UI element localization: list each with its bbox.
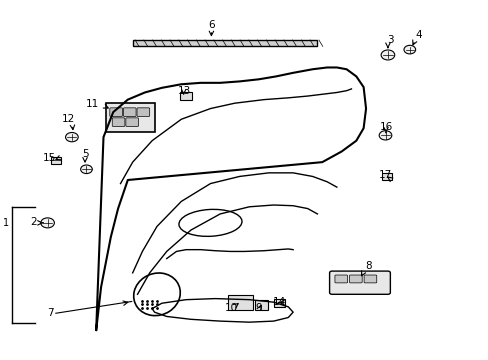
Text: 15: 15 xyxy=(43,153,56,163)
Circle shape xyxy=(41,218,54,228)
FancyBboxPatch shape xyxy=(274,299,285,307)
Text: 11: 11 xyxy=(85,99,99,109)
Text: 6: 6 xyxy=(208,20,214,30)
FancyBboxPatch shape xyxy=(349,275,362,283)
Text: 8: 8 xyxy=(365,261,371,271)
Circle shape xyxy=(378,131,391,140)
FancyBboxPatch shape xyxy=(106,103,154,132)
Circle shape xyxy=(81,165,92,174)
FancyBboxPatch shape xyxy=(381,173,391,180)
Text: 10: 10 xyxy=(224,303,237,313)
Circle shape xyxy=(65,132,78,142)
FancyBboxPatch shape xyxy=(227,296,253,310)
Circle shape xyxy=(403,45,415,54)
Circle shape xyxy=(380,50,394,60)
FancyBboxPatch shape xyxy=(329,271,389,294)
FancyBboxPatch shape xyxy=(180,92,192,100)
Text: 13: 13 xyxy=(178,86,191,96)
FancyBboxPatch shape xyxy=(334,275,347,283)
FancyBboxPatch shape xyxy=(137,108,149,116)
FancyBboxPatch shape xyxy=(112,118,124,126)
FancyBboxPatch shape xyxy=(123,108,136,116)
Text: 2: 2 xyxy=(31,217,37,227)
Text: 5: 5 xyxy=(81,149,88,159)
Text: 12: 12 xyxy=(62,113,75,123)
Text: 4: 4 xyxy=(414,30,421,40)
Text: 3: 3 xyxy=(386,35,393,45)
FancyBboxPatch shape xyxy=(132,40,317,46)
FancyBboxPatch shape xyxy=(255,300,267,310)
FancyBboxPatch shape xyxy=(110,108,122,116)
Text: 7: 7 xyxy=(46,308,53,318)
Text: 17: 17 xyxy=(378,170,391,180)
Text: 1: 1 xyxy=(3,218,9,228)
Text: 14: 14 xyxy=(272,297,285,307)
Text: 9: 9 xyxy=(255,303,262,313)
Text: 16: 16 xyxy=(379,122,392,132)
FancyBboxPatch shape xyxy=(125,118,138,126)
FancyBboxPatch shape xyxy=(51,157,61,164)
FancyBboxPatch shape xyxy=(364,275,376,283)
